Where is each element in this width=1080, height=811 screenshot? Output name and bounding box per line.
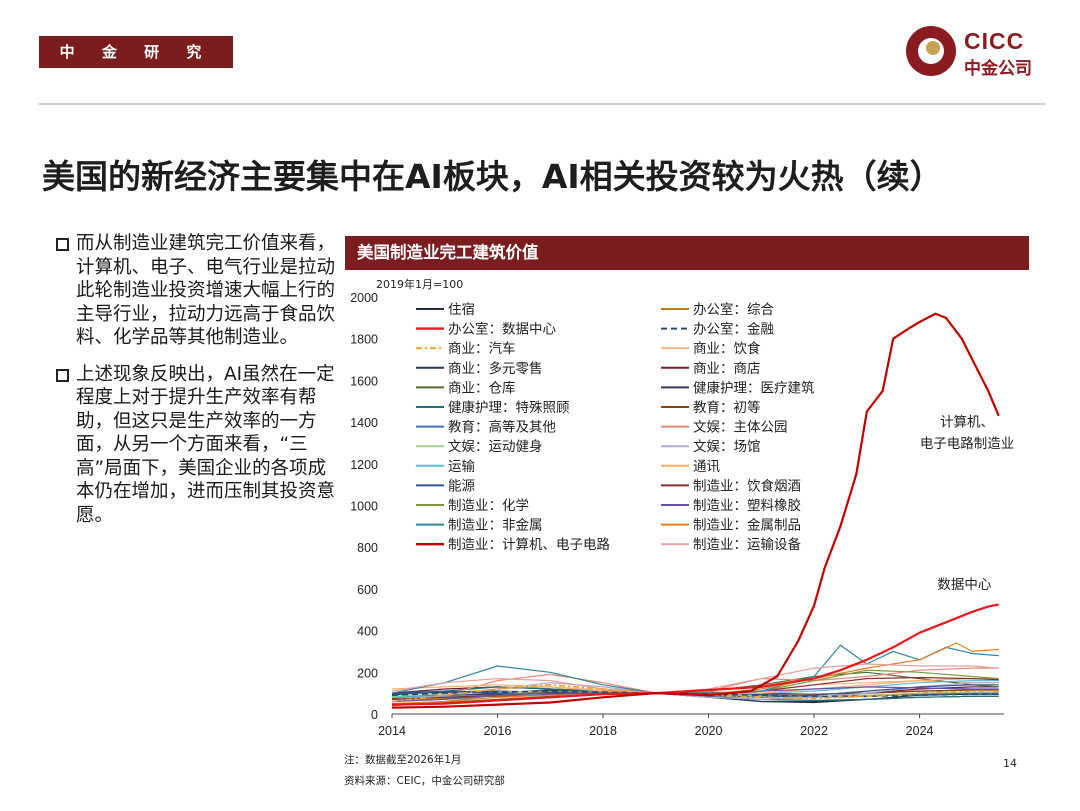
legend-label: 制造业：计算机、电子电路 — [448, 537, 610, 553]
logo-mark-icon — [906, 26, 956, 76]
x-tick-label: 2022 — [800, 724, 828, 738]
logo-text-en: CICC — [964, 28, 1025, 54]
bullet-item: 上述现象反映出，AI虽然在一定程度上对于提升生产效率有帮助，但这只是生产效率的一… — [56, 363, 341, 528]
bullet-text: 上述现象反映出，AI虽然在一定程度上对于提升生产效率有帮助，但这只是生产效率的一… — [76, 363, 336, 526]
legend-label: 商业：饮食 — [693, 340, 761, 357]
y-tick-label: 0 — [371, 708, 378, 722]
chart-header: 美国制造业完工建筑价值 — [345, 236, 1029, 270]
x-tick-label: 2024 — [906, 724, 934, 738]
y-tick-label: 400 — [357, 625, 378, 639]
legend-label: 运输 — [448, 459, 475, 475]
bullet-list: 而从制造业建筑完工价值来看，计算机、电子、电气行业是拉动此轮制造业投资增速大幅上… — [56, 232, 341, 540]
legend-label: 制造业：金属制品 — [693, 518, 801, 534]
y-tick-label: 1600 — [350, 374, 378, 388]
legend-label: 商业：多元零售 — [448, 360, 543, 377]
chart-source: 资料来源：CEIC，中金公司研究部 — [344, 775, 505, 787]
legend-label: 文娱：运动健身 — [448, 439, 543, 455]
chart-annotation: 电子电路制造业 — [920, 436, 1015, 452]
logo-text-cn: 中金公司 — [964, 59, 1032, 79]
x-tick-label: 2020 — [695, 724, 723, 738]
y-tick-label: 800 — [357, 541, 378, 555]
legend-label: 健康护理：医疗建筑 — [693, 379, 815, 396]
legend-label: 制造业：非金属 — [448, 518, 543, 534]
legend-label: 办公室：金融 — [693, 321, 774, 338]
y-tick-label: 1200 — [350, 458, 378, 472]
legend-label: 制造业：饮食烟酒 — [693, 477, 801, 494]
bullet-item: 而从制造业建筑完工价值来看，计算机、电子、电气行业是拉动此轮制造业投资增速大幅上… — [56, 232, 341, 350]
y-tick-label: 1000 — [350, 500, 378, 514]
y-tick-label: 200 — [357, 666, 378, 680]
chart-annotation: 计算机、 — [940, 414, 994, 430]
legend-label: 制造业：化学 — [448, 498, 529, 514]
chart-annotation: 数据中心 — [937, 577, 991, 593]
legend-label: 教育：高等及其他 — [448, 419, 556, 436]
page-number: 14 — [1003, 757, 1017, 770]
legend-label: 商业：汽车 — [448, 340, 516, 357]
chart-note: 注：数据截至2026年1月 — [344, 754, 462, 766]
legend-label: 通讯 — [693, 459, 721, 475]
series-line — [391, 690, 999, 698]
legend-label: 办公室：数据中心 — [448, 321, 556, 338]
legend-label: 文娱：主体公园 — [693, 420, 788, 436]
bullet-square-icon — [56, 238, 69, 251]
y-tick-label: 1400 — [350, 416, 378, 430]
department-label: 中 金 研 究 部 — [39, 36, 233, 93]
legend-label: 住宿 — [448, 301, 475, 318]
legend-label: 商业：仓库 — [448, 380, 516, 396]
legend-label: 商业：商店 — [693, 361, 761, 377]
y-tick-label: 600 — [357, 583, 378, 597]
legend-label: 制造业：塑料橡胶 — [693, 497, 801, 514]
legend-label: 文娱：场馆 — [693, 439, 761, 455]
chart-unit-label: 2019年1月=100 — [376, 278, 464, 291]
y-tick-label: 1800 — [350, 333, 378, 347]
x-tick-label: 2014 — [378, 724, 406, 738]
line-chart: 0 200 400 600 800 1000 1200 1400 1600 1800 2000 201… — [350, 291, 1015, 738]
legend-label: 制造业：运输设备 — [693, 536, 801, 553]
series-line — [391, 312, 1000, 709]
legend-label: 健康护理：特殊照顾 — [448, 399, 570, 416]
y-tick-label: 2000 — [350, 291, 378, 305]
x-tick-label: 2018 — [589, 724, 617, 738]
legend-label: 能源 — [448, 478, 475, 494]
cicc-logo: CICC 中金公司 — [906, 26, 1046, 79]
legend-label: 办公室：综合 — [693, 301, 774, 318]
header-divider — [39, 103, 1045, 105]
bullet-square-icon — [56, 368, 69, 382]
x-tick-label: 2016 — [484, 724, 512, 738]
bullet-text: 而从制造业建筑完工价值来看，计算机、电子、电气行业是拉动此轮制造业投资增速大幅上… — [76, 233, 336, 348]
legend-label: 教育：初等 — [693, 399, 761, 416]
page-title: 美国的新经济主要集中在AI板块，AI相关投资较为火热（续） — [42, 157, 943, 196]
series-line — [391, 603, 999, 706]
